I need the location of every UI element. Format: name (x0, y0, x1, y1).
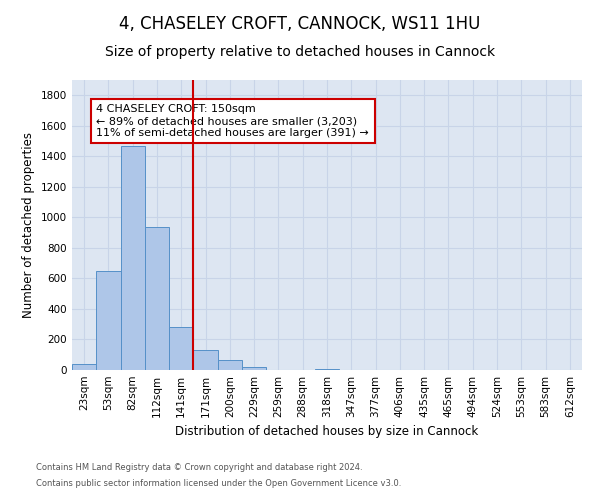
Text: 4 CHASELEY CROFT: 150sqm
← 89% of detached houses are smaller (3,203)
11% of sem: 4 CHASELEY CROFT: 150sqm ← 89% of detach… (96, 104, 369, 138)
Text: Contains HM Land Registry data © Crown copyright and database right 2024.: Contains HM Land Registry data © Crown c… (36, 464, 362, 472)
Text: Size of property relative to detached houses in Cannock: Size of property relative to detached ho… (105, 45, 495, 59)
Bar (193, 350, 218, 370)
Bar (315, 369, 339, 370)
Bar (242, 368, 266, 370)
Text: 4, CHASELEY CROFT, CANNOCK, WS11 1HU: 4, CHASELEY CROFT, CANNOCK, WS11 1HU (119, 15, 481, 33)
Bar (218, 360, 242, 370)
Y-axis label: Number of detached properties: Number of detached properties (22, 132, 35, 318)
Bar (145, 226, 169, 370)
Text: Contains public sector information licensed under the Open Government Licence v3: Contains public sector information licen… (36, 478, 401, 488)
Bar (169, 326, 193, 370)
Bar (96, 271, 121, 370)
X-axis label: Distribution of detached houses by size in Cannock: Distribution of detached houses by size … (175, 426, 479, 438)
Bar (121, 146, 145, 370)
Bar (72, 364, 96, 370)
